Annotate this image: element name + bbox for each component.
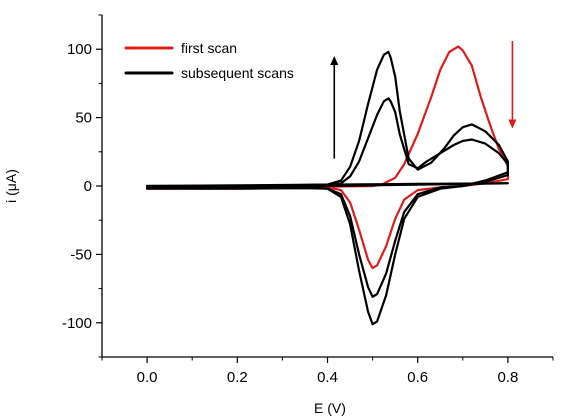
legend-label-subsequent-scans: subsequent scans [181, 65, 294, 81]
x-axis-label: E (V) [314, 400, 346, 416]
series-layer [146, 45, 509, 326]
series-line-1 [146, 50, 509, 326]
annotation-layer [330, 40, 517, 159]
x-tick-label: 0.0 [137, 369, 158, 386]
y-tick-label: -100 [62, 315, 92, 332]
arrow-head-up [330, 56, 339, 66]
y-tick-label: 100 [67, 41, 92, 58]
legend-label-first-scan: first scan [181, 40, 237, 56]
legend-item-subsequent-scans: subsequent scans [124, 65, 294, 81]
x-tick-label: 0.6 [407, 369, 428, 386]
legend-item-first-scan: first scan [124, 40, 237, 56]
series-line-3 [146, 182, 509, 189]
y-axis-label: i (μA) [3, 169, 19, 203]
arrow-head-down [508, 119, 517, 129]
y-tick-label: 0 [84, 178, 92, 195]
y-tick-label: 50 [75, 110, 92, 127]
series-line-2 [146, 97, 509, 298]
x-tick-label: 0.4 [317, 369, 338, 386]
x-tick-label: 0.2 [227, 369, 248, 386]
y-tick-label: -50 [70, 246, 92, 263]
x-tick-label: 0.8 [497, 369, 518, 386]
legend: first scan subsequent scans [124, 40, 294, 81]
ticks-layer: 0.0 0.2 0.4 0.6 0.8 -100 -50 0 50 100 [62, 14, 554, 386]
